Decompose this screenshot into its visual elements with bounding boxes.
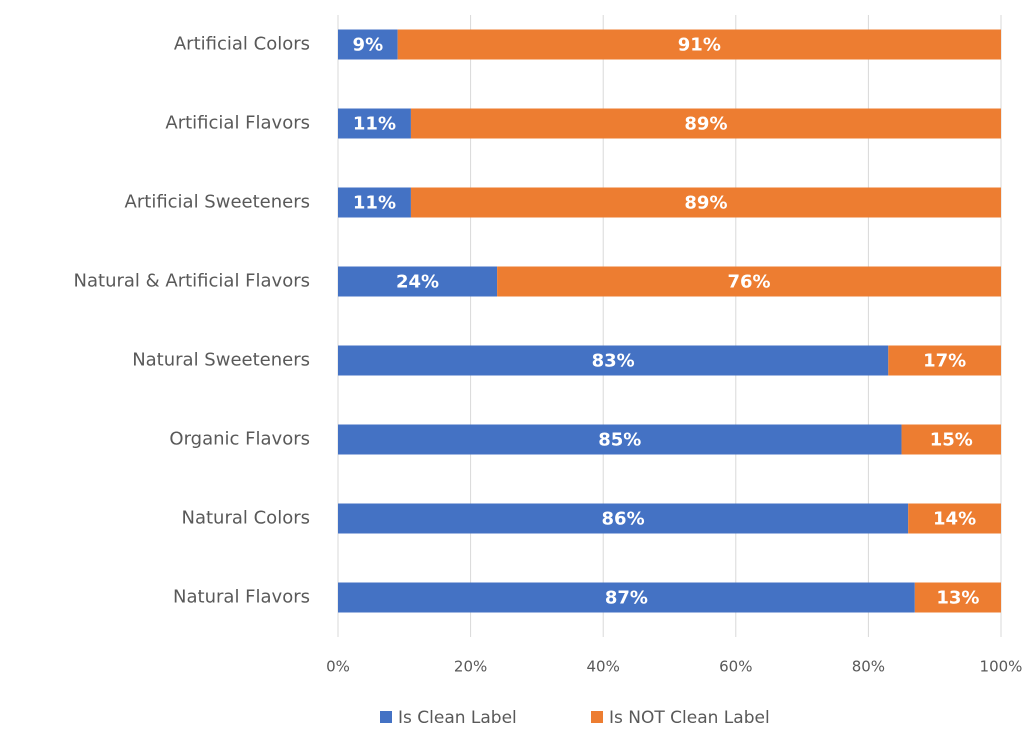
bar — [338, 266, 498, 297]
x-tick-label: 20% — [454, 658, 487, 676]
y-tick-label: Natural Colors — [182, 508, 311, 529]
data-label: 83% — [592, 351, 635, 372]
bar — [338, 29, 398, 60]
legend-swatch — [591, 711, 603, 723]
data-label: 86% — [602, 509, 645, 530]
bar — [497, 266, 1001, 297]
data-label: 76% — [728, 272, 771, 293]
bar — [338, 503, 909, 534]
bar — [901, 424, 1001, 455]
legend-label: Is Clean Label — [398, 708, 517, 728]
y-tick-label: Natural Flavors — [173, 587, 310, 608]
bar — [338, 187, 411, 218]
data-label: 13% — [936, 588, 979, 609]
x-tick-label: 0% — [326, 658, 350, 676]
data-label: 24% — [396, 272, 439, 293]
bar — [410, 187, 1001, 218]
x-tick-label: 80% — [852, 658, 885, 676]
data-label: 89% — [684, 193, 727, 214]
y-tick-label: Organic Flavors — [169, 429, 310, 450]
data-label: 89% — [684, 114, 727, 135]
y-tick-label: Artificial Flavors — [165, 113, 310, 134]
x-tick-label: 40% — [587, 658, 620, 676]
y-tick-label: Natural & Artificial Flavors — [74, 271, 310, 292]
bar — [410, 108, 1001, 139]
x-tick-label: 60% — [719, 658, 752, 676]
x-tick-label: 100% — [980, 658, 1023, 676]
data-label: 15% — [930, 430, 973, 451]
y-tick-label: Natural Sweeteners — [132, 350, 310, 371]
data-label: 14% — [933, 509, 976, 530]
data-label: 87% — [605, 588, 648, 609]
data-label: 11% — [353, 114, 396, 135]
bar — [397, 29, 1001, 60]
bar — [908, 503, 1001, 534]
data-label: 85% — [598, 430, 641, 451]
data-label: 17% — [923, 351, 966, 372]
bar — [914, 582, 1001, 613]
bar — [338, 582, 915, 613]
legend-label: Is NOT Clean Label — [609, 708, 770, 728]
bar — [888, 345, 1001, 376]
legend-swatch — [380, 711, 392, 723]
y-tick-label: Artificial Sweeteners — [125, 192, 310, 213]
data-label: 9% — [353, 35, 384, 56]
bar — [338, 424, 902, 455]
bar — [338, 345, 889, 376]
y-tick-label: Artificial Colors — [174, 34, 310, 55]
data-label: 11% — [353, 193, 396, 214]
data-label: 91% — [678, 35, 721, 56]
bar — [338, 108, 411, 139]
